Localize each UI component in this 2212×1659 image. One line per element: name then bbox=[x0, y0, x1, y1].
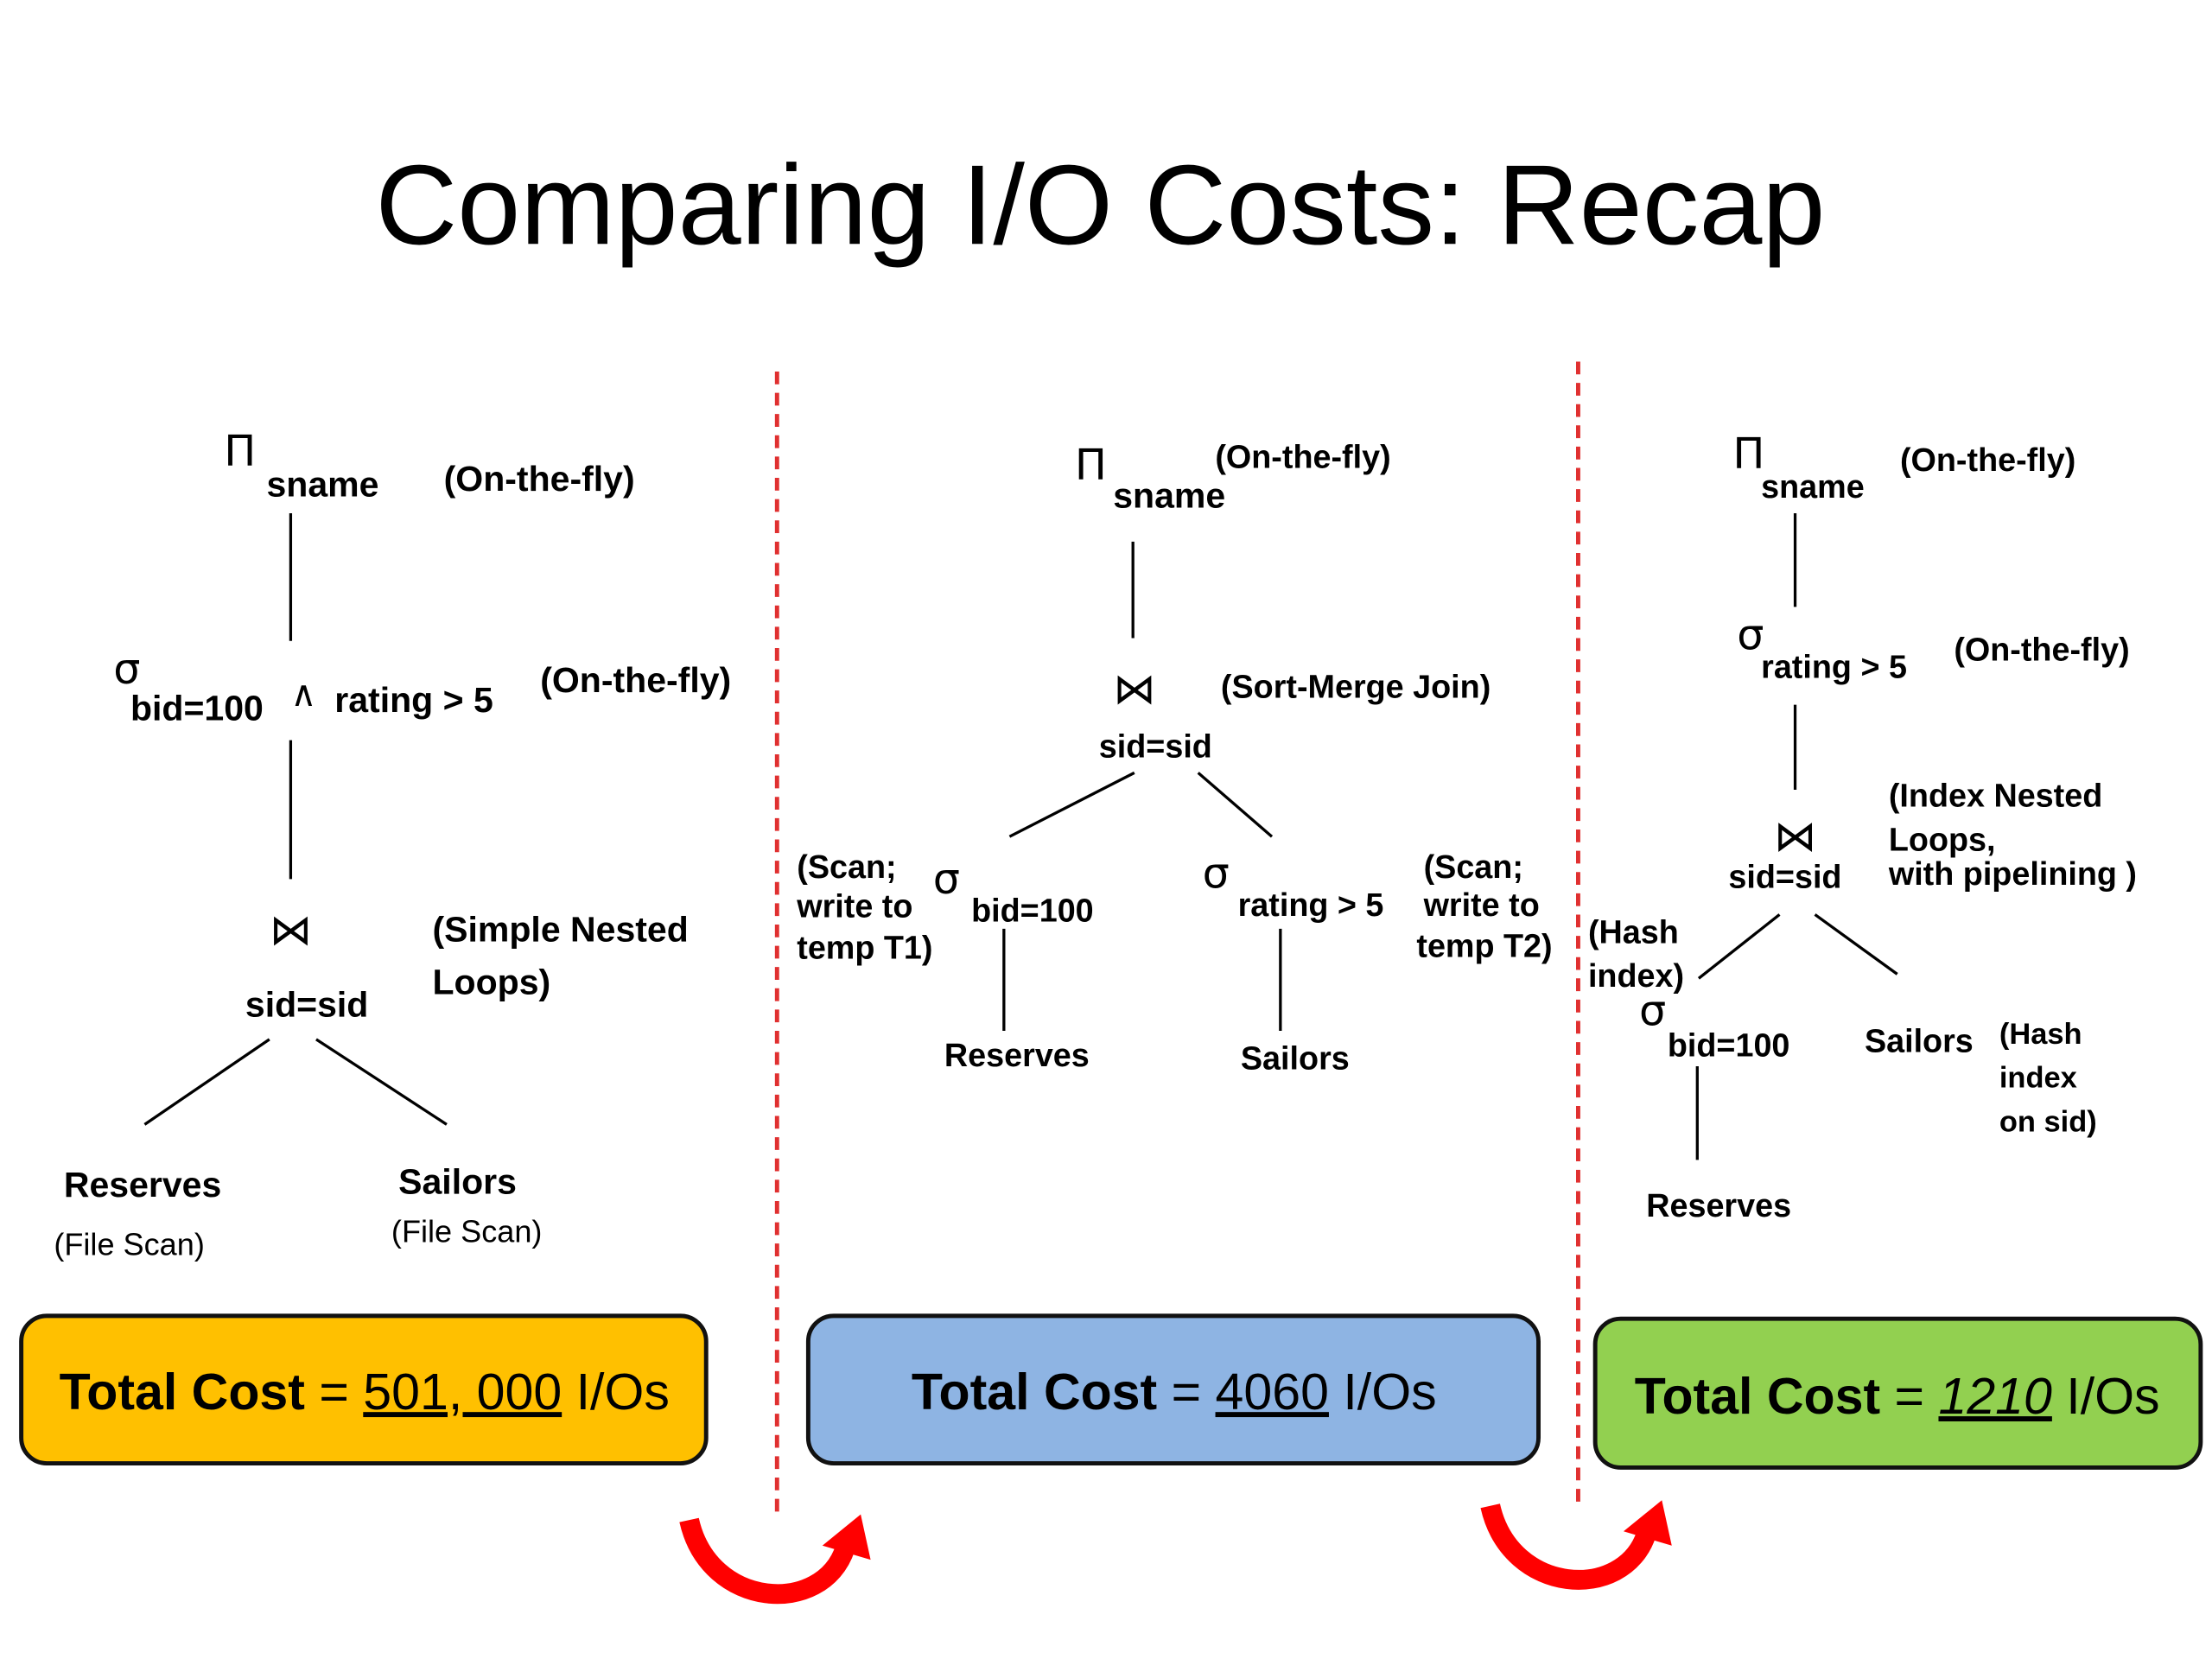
cost-equals: = bbox=[1172, 1363, 1202, 1421]
note: (On-the-fly) bbox=[1900, 442, 2075, 478]
label: Reserves bbox=[1646, 1187, 1791, 1224]
note: write to bbox=[796, 888, 912, 925]
label: sid=sid bbox=[245, 985, 368, 1025]
note: (On-the-fly) bbox=[1954, 632, 2129, 668]
arrow bbox=[1480, 1503, 1656, 1590]
cost-value: 1210 bbox=[1938, 1368, 2052, 1425]
cost-unit: I/Os bbox=[2066, 1368, 2159, 1425]
symbol: σ bbox=[1203, 848, 1230, 898]
note: (Scan; bbox=[797, 849, 896, 885]
note: Loops) bbox=[433, 962, 551, 1001]
label: sname bbox=[267, 464, 379, 504]
symbol: σ bbox=[1737, 610, 1764, 660]
symbol: Π bbox=[1075, 440, 1107, 490]
label: bid=100 bbox=[1668, 1027, 1790, 1064]
edge bbox=[1814, 913, 1898, 976]
cost-box bbox=[805, 1313, 1541, 1465]
note: index) bbox=[1588, 957, 1684, 994]
arrow bbox=[679, 1517, 855, 1605]
cost-unit: I/Os bbox=[576, 1363, 670, 1421]
cost-box bbox=[19, 1313, 709, 1465]
note: (Sort-Merge Join) bbox=[1221, 668, 1491, 704]
note: (Scan; bbox=[1424, 849, 1523, 885]
note: with pipelining ) bbox=[1888, 855, 2137, 892]
cost-label: Total Cost bbox=[912, 1363, 1157, 1421]
symbol: σ bbox=[1639, 985, 1666, 1035]
cost-label: Total Cost bbox=[60, 1363, 305, 1421]
edge bbox=[315, 1038, 448, 1126]
symbol: Π bbox=[1732, 429, 1764, 479]
cost-equals: = bbox=[1895, 1368, 1925, 1425]
label: Sailors bbox=[398, 1162, 517, 1202]
edge bbox=[1197, 772, 1274, 838]
note: temp T2) bbox=[1416, 928, 1552, 964]
symbol: Π bbox=[224, 425, 256, 475]
label: Reserves bbox=[64, 1165, 221, 1205]
cost-box bbox=[1592, 1316, 2203, 1470]
label: rating > 5 bbox=[334, 680, 493, 720]
label: sname bbox=[1761, 468, 1865, 505]
symbol: ⋈ bbox=[1113, 664, 1155, 714]
cost-label: Total Cost bbox=[1635, 1368, 1880, 1425]
symbol: ⋈ bbox=[270, 905, 312, 955]
label: sid=sid bbox=[1728, 858, 1841, 894]
note: (File Scan) bbox=[391, 1214, 543, 1249]
note: (On-the-fly) bbox=[1215, 439, 1390, 475]
note: (File Scan) bbox=[54, 1226, 205, 1262]
arrow-head bbox=[1623, 1500, 1672, 1546]
label: Sailors bbox=[1865, 1023, 1974, 1059]
label: sid=sid bbox=[1099, 728, 1212, 764]
symbol: ⋈ bbox=[1774, 811, 1816, 861]
label: Reserves bbox=[944, 1037, 1090, 1073]
label: Sailors bbox=[1241, 1039, 1350, 1076]
cost-text: Total Cost = 4060 I/Os bbox=[912, 1363, 1437, 1421]
label: rating > 5 bbox=[1238, 887, 1384, 923]
note: (Hash bbox=[1588, 913, 1679, 950]
edge bbox=[1008, 771, 1135, 838]
note: temp T1) bbox=[797, 929, 932, 965]
edge bbox=[1697, 913, 1781, 980]
note: (Simple Nested bbox=[433, 910, 689, 950]
note: index bbox=[1999, 1062, 2077, 1095]
cost-value: 501, 000 bbox=[363, 1363, 562, 1421]
symbol: σ bbox=[113, 644, 140, 694]
edge bbox=[143, 1038, 270, 1126]
note: (On-the-fly) bbox=[444, 459, 635, 499]
note: (On-the-fly) bbox=[540, 660, 731, 700]
title: Comparing I/O Costs: Recap bbox=[375, 141, 1825, 268]
label: bid=100 bbox=[130, 689, 264, 728]
note: (Hash bbox=[1999, 1018, 2082, 1051]
label: sname bbox=[1113, 475, 1225, 515]
arrow-head bbox=[822, 1514, 871, 1560]
symbol: σ bbox=[933, 854, 960, 904]
note: (Index Nested bbox=[1889, 778, 2102, 814]
cost-equals: = bbox=[319, 1363, 349, 1421]
note: write to bbox=[1423, 887, 1540, 923]
cost-text: Total Cost = 1210 I/Os bbox=[1635, 1368, 2160, 1425]
label: ∧ bbox=[290, 674, 316, 714]
cost-unit: I/Os bbox=[1343, 1363, 1436, 1421]
note: Loops, bbox=[1889, 822, 1996, 858]
cost-text: Total Cost = 501, 000 I/Os bbox=[60, 1363, 670, 1421]
label: rating > 5 bbox=[1761, 648, 1907, 684]
label: bid=100 bbox=[971, 893, 1094, 929]
note: on sid) bbox=[1999, 1106, 2097, 1139]
cost-value: 4060 bbox=[1216, 1363, 1329, 1421]
